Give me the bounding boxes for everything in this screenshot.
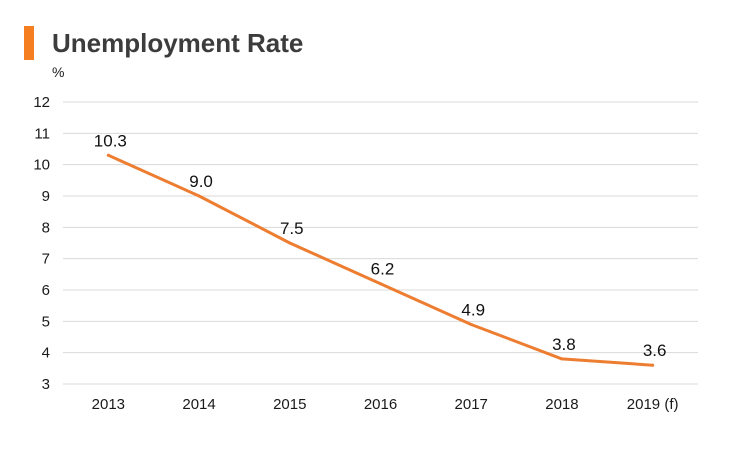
y-axis-ticks: 3 4 5 6 7 8 9 10 11 12 <box>33 94 50 393</box>
x-tick-label-1: 2014 <box>182 396 215 413</box>
data-point-5 <box>560 357 564 361</box>
y-tick-label-7: 7 <box>42 251 50 268</box>
data-label-5: 3.8 <box>552 335 576 354</box>
chart-title: Unemployment Rate <box>52 28 304 58</box>
data-label-1: 9.0 <box>189 172 213 191</box>
data-label-0: 10.3 <box>94 131 127 150</box>
y-tick-label-8: 8 <box>42 219 50 236</box>
x-tick-label-4: 2017 <box>455 396 488 413</box>
data-point-0 <box>106 153 110 157</box>
data-point-2 <box>288 241 292 245</box>
data-point-3 <box>379 282 382 286</box>
data-label-6: 3.6 <box>643 341 667 360</box>
y-tick-label-10: 10 <box>33 157 50 174</box>
data-label-2: 7.5 <box>280 219 304 238</box>
gridlines <box>63 101 698 385</box>
data-point-6 <box>651 363 655 367</box>
data-point-4 <box>469 322 473 326</box>
data-labels: 10.3 9.0 7.5 6.2 4.9 3.8 3.6 <box>94 131 667 360</box>
data-label-3: 6.2 <box>371 260 395 279</box>
data-label-4: 4.9 <box>461 300 485 319</box>
y-tick-label-6: 6 <box>42 282 50 299</box>
y-tick-label-5: 5 <box>42 313 50 330</box>
y-tick-label-12: 12 <box>33 94 50 111</box>
x-tick-label-0: 2013 <box>92 396 125 413</box>
x-axis-ticks: 2013 2014 2015 2016 2017 2018 2019 (f) <box>92 396 679 413</box>
x-tick-label-2: 2015 <box>273 396 306 413</box>
data-point-1 <box>197 194 201 198</box>
y-tick-label-3: 3 <box>42 376 50 393</box>
series-group <box>106 153 655 367</box>
y-tick-label-9: 9 <box>42 188 50 205</box>
x-tick-label-6: 2019 (f) <box>627 396 679 413</box>
y-tick-label-11: 11 <box>34 125 50 142</box>
y-axis-unit-label: % <box>52 64 64 80</box>
x-tick-label-5: 2018 <box>545 396 578 413</box>
x-tick-label-3: 2016 <box>364 396 397 413</box>
title-accent-bar <box>24 26 34 60</box>
y-tick-label-4: 4 <box>42 345 50 362</box>
